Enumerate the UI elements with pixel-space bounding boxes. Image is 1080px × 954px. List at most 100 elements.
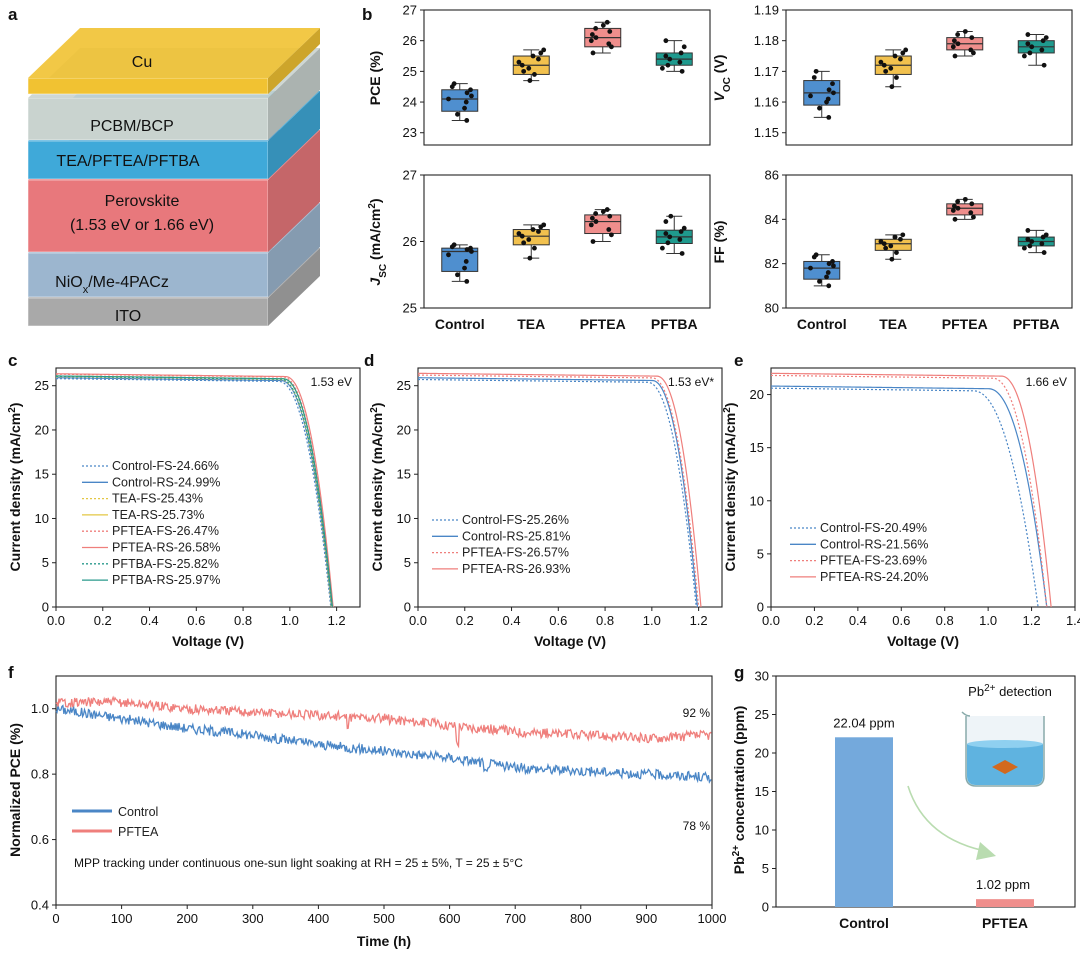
- plot-frame: [775, 675, 1076, 908]
- data-point: [817, 105, 822, 111]
- data-point: [898, 236, 903, 242]
- x-tick-label: 200: [176, 911, 198, 926]
- data-point: [894, 75, 899, 80]
- box-PFTEA: [946, 203, 984, 216]
- data-point: [825, 96, 831, 102]
- y-tick-label: 20: [397, 422, 411, 437]
- y-tick-label: 0: [404, 600, 411, 615]
- data-point: [962, 29, 968, 34]
- y-tick-label: 84: [765, 212, 779, 227]
- data-point: [955, 205, 961, 211]
- boxplot-b3: 25 26 27 Control TEA PFTEA PFTBA JSC (mA/cm2): [367, 168, 711, 332]
- category-label: Control: [435, 316, 485, 332]
- data-point: [951, 203, 957, 209]
- data-point: [1029, 239, 1035, 244]
- legend-label: Control-FS-24.66%: [112, 459, 219, 473]
- beaker-icon: [961, 711, 1045, 787]
- y-tick-label: 5: [757, 546, 764, 561]
- data-point: [1021, 53, 1027, 59]
- data-point: [831, 263, 836, 269]
- layer-cu-front: [27, 77, 269, 95]
- category-label: Control: [797, 316, 847, 332]
- y-tick-label: 1.15: [754, 125, 779, 140]
- arrow-line: [907, 785, 991, 853]
- y-tick-label: 80: [765, 301, 779, 316]
- data-point: [463, 99, 469, 105]
- data-point: [455, 111, 460, 117]
- y-tick-label: 1.0: [31, 701, 49, 716]
- layer-cu-top: [28, 28, 320, 78]
- y-tick-label: 15: [755, 784, 769, 799]
- y-axis-label: JSC (mA/cm2): [367, 198, 389, 285]
- x-tick-label: 0.6: [892, 613, 910, 628]
- bandgap-annotation: 1.53 eV: [311, 375, 352, 389]
- data-point: [962, 196, 968, 202]
- data-point: [600, 209, 606, 214]
- x-tick-label: 1.2: [1023, 613, 1041, 628]
- x-tick-label: 300: [242, 911, 264, 926]
- data-point: [667, 234, 673, 240]
- layer-perovskite-label: Perovskite: [105, 193, 180, 210]
- y-tick-label: 25: [397, 378, 411, 393]
- data-point: [1041, 62, 1047, 68]
- y-tick-label: 15: [397, 467, 411, 482]
- box-TEA: [874, 238, 912, 251]
- x-tick-label: 400: [308, 911, 330, 926]
- data-point: [826, 283, 832, 289]
- data-point: [1043, 232, 1049, 238]
- legend-label: TEA-FS-25.43%: [112, 492, 203, 506]
- data-point: [892, 53, 898, 59]
- y-tick-label: 24: [403, 95, 417, 110]
- y-tick-label: 0.8: [31, 767, 49, 782]
- legend-label: PFTEA-RS-26.58%: [112, 541, 220, 555]
- data-point: [955, 199, 961, 205]
- boxplot-b2: 1.15 1.16 1.17 1.18 1.19 VOC (V): [711, 3, 1073, 146]
- data-point: [593, 35, 599, 41]
- data-point: [541, 47, 547, 53]
- y-tick-label: 15: [750, 440, 764, 455]
- data-point: [830, 259, 835, 264]
- data-point: [678, 50, 684, 56]
- data-point: [951, 38, 957, 44]
- data-point: [446, 96, 451, 102]
- x-tick-label: 1.0: [281, 613, 299, 628]
- legend-label: TEA-RS-25.73%: [112, 508, 204, 522]
- y-tick-label: 27: [403, 168, 417, 183]
- data-point: [607, 29, 613, 34]
- y-axis-label-part: Current density (mA/cm: [722, 413, 738, 572]
- series-line-PFTEA-RS-24.20%: [770, 372, 1052, 608]
- x-tick-label: 0.4: [849, 613, 867, 628]
- legend-label: PFTBA-FS-25.82%: [112, 557, 219, 571]
- data-point: [455, 272, 460, 278]
- y-tick-label: 0.4: [31, 898, 49, 913]
- y-axis-label-part: ): [722, 403, 738, 408]
- data-point: [663, 231, 669, 236]
- data-point: [463, 259, 469, 264]
- y-axis-label: VOC (V): [711, 55, 733, 102]
- y-tick-label: 25: [35, 378, 49, 393]
- bandgap-annotation: 1.53 eV*: [668, 375, 714, 389]
- legend-label: Control-FS-20.49%: [820, 521, 927, 535]
- data-point: [971, 214, 976, 220]
- data-point: [1041, 250, 1047, 255]
- x-tick-label: 0.8: [234, 613, 252, 628]
- y-axis-label: PCE (%): [367, 51, 383, 105]
- data-point: [1025, 41, 1031, 47]
- data-point: [811, 75, 817, 80]
- y-tick-label: 25: [403, 301, 417, 316]
- layer-cu-label: Cu: [132, 54, 152, 71]
- x-tick-label: 0.4: [140, 613, 158, 628]
- x-tick-label: 0.8: [596, 613, 614, 628]
- data-point: [532, 245, 537, 251]
- jv-plot-e: 0 5 10 15 20 0.0 0.2 0.4 0.6 0.8 1.0 1.2 1.4 Control-…: [722, 367, 1080, 649]
- y-axis-label-part: PCE (%): [367, 51, 383, 105]
- data-point: [659, 245, 665, 251]
- legend-label: PFTEA-FS-26.47%: [112, 524, 219, 538]
- box-Control: [441, 247, 479, 272]
- x-axis-label: Time (h): [357, 933, 411, 949]
- data-point: [532, 72, 537, 77]
- data-point: [668, 213, 674, 219]
- data-point: [606, 227, 612, 232]
- data-point: [898, 56, 903, 62]
